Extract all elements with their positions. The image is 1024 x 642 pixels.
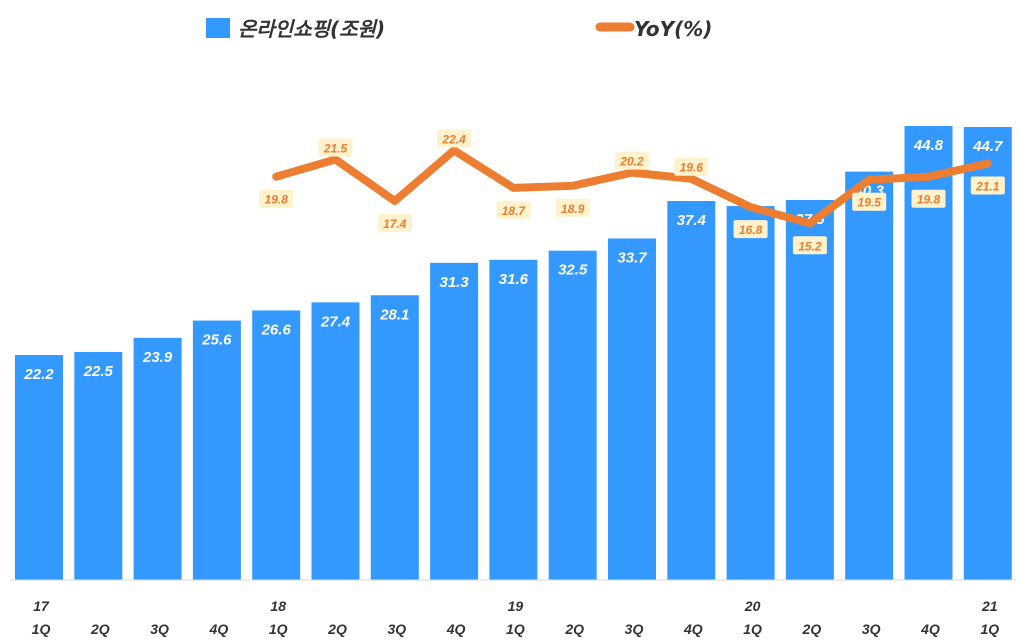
x-tick-year: 20 [744,598,761,614]
x-tick-quarter: 1Q [506,621,525,637]
yoy-label-box [792,236,827,255]
x-tick-quarter: 4Q [683,621,703,637]
x-tick-quarter: 2Q [564,621,584,637]
x-tick-quarter: 2Q [802,621,822,637]
bar-4 [252,310,301,580]
yoy-value-label: 21.5 [323,141,348,155]
x-tick-quarter: 3Q [150,621,169,637]
yoy-value-label: 20.2 [619,155,644,169]
yoy-value-label: 18.9 [561,202,585,216]
bar-9 [548,250,597,580]
bar-value-label: 37.4 [677,212,707,229]
yoy-label-box [970,176,1005,195]
x-tick-year: 17 [33,598,50,614]
yoy-label-box [259,189,294,208]
yoy-label-box [733,220,768,239]
yoy-value-label: 19.6 [680,161,704,175]
bar-value-label: 44.8 [913,137,944,154]
x-tick-year: 18 [270,598,286,614]
bar-11 [667,201,716,580]
yoy-label-box [496,200,531,219]
bar-2 [133,337,182,580]
x-axis-ticks: 17 1Q 2Q 3Q 4Q 18 1Q 2Q 3Q 4Q 19 1Q 2Q 3Q 4Q 20 1Q 2Q 3Q 4Q… [32,598,1000,637]
yoy-label-box [852,192,887,211]
x-tick-quarter: 2Q [90,621,110,637]
bar-8 [489,259,538,580]
x-tick-quarter: 1Q [269,621,288,637]
legend-line-label: YoY(%) [634,17,712,41]
bar-13 [785,200,834,580]
yoy-value-label: 19.8 [265,193,289,207]
yoy-value-label: 21.1 [975,180,1000,194]
bar-value-label: 44.7 [972,138,1003,155]
x-tick-quarter: 4Q [446,621,466,637]
bar-1 [74,352,123,580]
yoy-label-box [555,198,590,217]
x-tick-year: 21 [981,598,998,614]
bar-16 [963,127,1012,580]
bar-value-label: 22.5 [83,363,114,380]
bar-value-label: 28.1 [379,306,409,323]
x-tick-quarter: 4Q [209,621,229,637]
bar-3 [192,320,241,580]
bar-series: 22.2 22.5 23.9 25.6 26.6 27.4 28.1 31.3 31.6 32.5… [15,126,1012,581]
yoy-label-box [615,151,649,170]
bar-value-label: 25.6 [201,332,232,349]
bar-6 [370,295,419,580]
x-tick-quarter: 1Q [743,621,762,637]
legend-bar-label: 온라인쇼핑(조원) [238,17,385,41]
yoy-value-label: 15.2 [798,239,822,253]
bar-14 [845,171,894,581]
bar-0 [15,355,63,580]
x-tick-quarter: 1Q [980,621,999,637]
bar-value-label: 31.6 [499,271,529,288]
yoy-value-label: 22.4 [441,132,466,146]
x-tick-quarter: 4Q [920,621,940,637]
bar-value-label: 27.4 [320,313,351,330]
x-tick-quarter: 3Q [387,621,406,637]
bar-5 [311,302,360,580]
bar-value-label: 32.5 [558,262,588,279]
bar-value-label: 23.9 [142,349,173,366]
yoy-label-box [437,129,472,148]
x-tick-year: 19 [508,598,524,614]
yoy-label-box [911,189,946,208]
x-tick-quarter: 3Q [862,621,881,637]
bar-value-label: 33.7 [617,250,647,267]
bar-10 [608,238,656,581]
yoy-value-label: 19.8 [917,193,941,207]
yoy-series: 19.8 21.5 17.4 22.4 18.7 18.9 20.2 19.6 16.8 15.2… [259,129,1005,255]
yoy-value-label: 17.4 [383,217,407,231]
yoy-label-box [674,157,709,176]
bar-7 [430,262,479,580]
yoy-label-box [318,138,353,157]
legend-bar-swatch [206,18,230,38]
bar-value-label: 26.6 [261,321,292,338]
bar-value-label: 22.2 [23,366,54,383]
yoy-value-label: 19.5 [858,196,882,210]
x-tick-quarter: 1Q [32,621,51,637]
yoy-value-label: 18.7 [502,204,527,218]
bar-value-label: 31.3 [439,274,469,291]
yoy-value-label: 16.8 [739,223,763,237]
legend: 온라인쇼핑(조원) YoY(%) [206,17,712,41]
bar-12 [726,206,775,580]
yoy-label-box [377,214,412,233]
x-tick-quarter: 2Q [327,621,347,637]
yoy-line [272,146,992,228]
x-tick-quarter: 3Q [625,621,644,637]
